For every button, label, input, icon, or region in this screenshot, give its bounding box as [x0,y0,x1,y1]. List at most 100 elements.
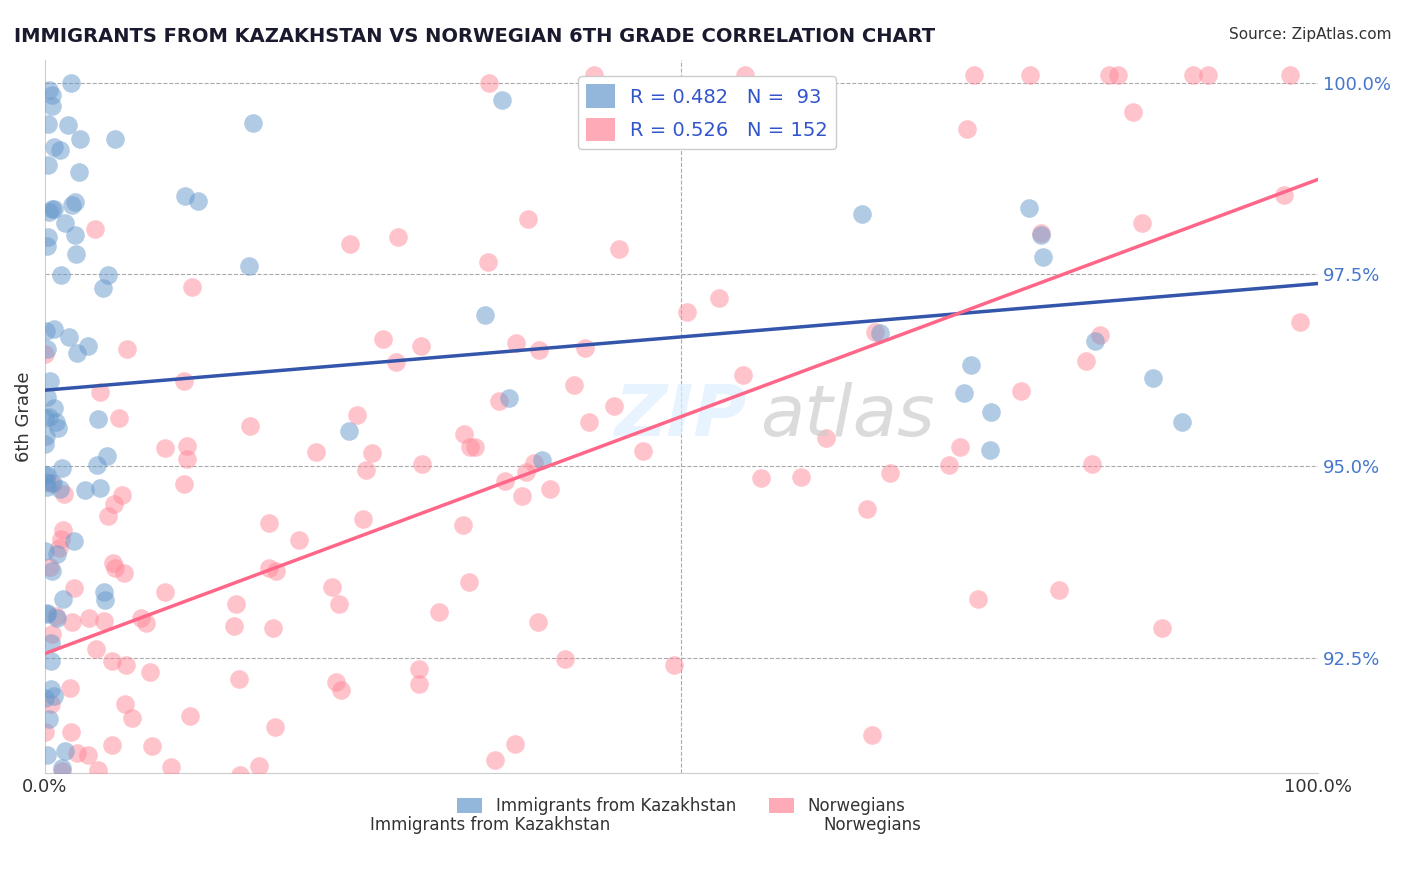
Point [44,322,66,336]
Point [734,68,756,82]
Point [37,409,59,424]
Point [385,355,408,369]
Point [60,725,83,739]
Point [35,342,58,356]
Point [139,665,162,680]
Point [37,713,59,727]
Point [505,335,527,350]
Point [247,759,270,773]
Text: Source: ZipAtlas.com: Source: ZipAtlas.com [1229,27,1392,42]
Point [257,561,280,575]
Point [1181,68,1204,82]
Point [1029,226,1052,240]
Text: Immigrants from Kazakhstan: Immigrants from Kazakhstan [370,816,610,834]
Text: ZIP: ZIP [616,382,748,450]
Point [582,68,605,82]
Point [42,475,65,490]
Point [39,560,62,574]
Point [45,608,67,623]
Point [458,440,481,454]
Point [37,117,59,131]
Point [952,386,974,401]
Point [35,748,58,763]
Point [1098,68,1121,82]
Point [41,202,63,217]
Point [60,76,83,90]
Point [815,431,838,445]
Point [305,445,328,459]
Point [35,467,58,482]
Point [48,541,70,555]
Text: IMMIGRANTS FROM KAZAKHSTAN VS NORWEGIAN 6TH GRADE CORRELATION CHART: IMMIGRANTS FROM KAZAKHSTAN VS NORWEGIAN … [14,27,935,45]
Point [38,83,60,97]
Point [51,268,73,283]
Point [115,343,138,357]
Point [101,556,124,570]
Legend: Immigrants from Kazakhstan, Norwegians: Immigrants from Kazakhstan, Norwegians [451,790,912,822]
Point [103,497,125,511]
Point [114,779,136,793]
Point [38,205,60,219]
Point [529,343,551,358]
Point [352,512,374,526]
Point [41,564,63,578]
Point [53,744,76,758]
Point [176,452,198,467]
Point [65,746,87,760]
Point [862,728,884,742]
Point [325,674,347,689]
Point [52,524,75,538]
Point [69,132,91,146]
Point [1142,370,1164,384]
Point [330,683,353,698]
Point [114,697,136,711]
Point [675,305,697,319]
Point [1088,327,1111,342]
Point [733,368,755,383]
Point [104,132,127,146]
Point [225,597,247,611]
Point [41,88,63,103]
Point [1107,68,1129,82]
Point [855,501,877,516]
Point [176,439,198,453]
Point [42,401,65,416]
Point [494,475,516,489]
Point [228,672,250,686]
Point [35,607,58,621]
Point [505,737,527,751]
Point [427,605,450,619]
Point [1197,68,1219,82]
Point [451,517,474,532]
Point [1084,334,1107,348]
Point [668,97,690,112]
Point [963,68,986,82]
Point [1019,68,1042,82]
Point [87,763,110,777]
Point [34,544,56,558]
Point [41,99,63,113]
Point [100,738,122,752]
Point [474,308,496,322]
Point [488,393,510,408]
Point [1150,621,1173,635]
Point [53,216,76,230]
Point [498,391,520,405]
Point [1032,250,1054,264]
Point [464,440,486,454]
Point [77,611,100,625]
Point [371,332,394,346]
Point [89,481,111,495]
Point [86,642,108,657]
Point [87,412,110,426]
Point [531,452,554,467]
Point [346,409,368,423]
Point [1132,217,1154,231]
Point [288,533,311,547]
Point [411,339,433,353]
Point [65,227,87,242]
Point [108,411,131,425]
Point [578,415,600,429]
Point [1278,68,1301,82]
Point [408,662,430,676]
